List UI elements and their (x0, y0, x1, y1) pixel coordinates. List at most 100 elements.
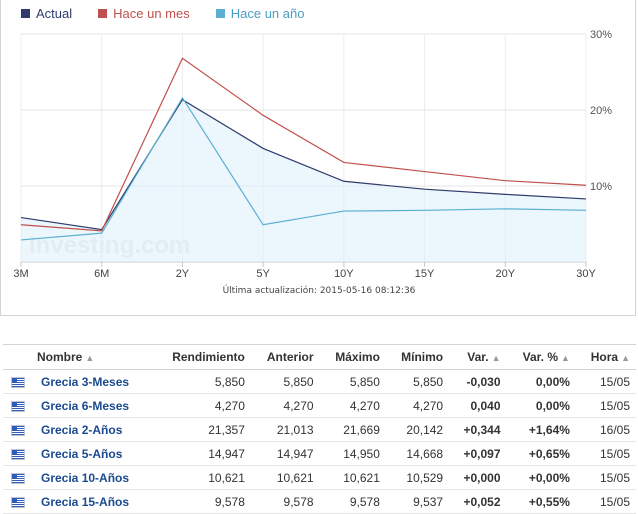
cell-change: 0,040 (449, 393, 507, 418)
bond-name-link[interactable]: Grecia 2-Años (37, 417, 152, 442)
cell-change: +0,097 (449, 441, 507, 466)
cell-low: 10,529 (385, 465, 450, 490)
cell-change-pct: +0,00% (506, 465, 576, 490)
cell-low: 5,850 (385, 369, 450, 394)
x-tick-label: 20Y (495, 268, 515, 280)
sort-icon: ▲︎ (621, 353, 630, 363)
flag-cell (3, 489, 37, 514)
series-line-0 (20, 98, 587, 231)
cell-yield: 5,850 (151, 369, 251, 394)
sort-icon: ▲︎ (491, 353, 501, 363)
cell-time: 15/05 (575, 393, 636, 418)
cell-yield: 21,357 (151, 417, 251, 442)
cell-low: 4,270 (385, 393, 450, 418)
header-var[interactable]: Var. ▲︎ (449, 344, 507, 370)
sort-icon: ▲︎ (85, 353, 95, 363)
y-tick-label: 30% (590, 29, 612, 41)
cell-time: 15/05 (575, 369, 636, 394)
header-rendimiento[interactable]: Rendimiento (151, 344, 251, 370)
header-anterior[interactable]: Anterior (250, 344, 320, 370)
cell-change-pct: +0,55% (506, 489, 576, 514)
legend-item-month-ago[interactable]: Hace un mes (98, 6, 190, 21)
cell-prev: 9,578 (250, 489, 320, 514)
flag-cell (3, 393, 37, 418)
flag-cell (3, 441, 37, 466)
series-line-1 (20, 57, 587, 232)
greece-flag-icon (11, 448, 25, 460)
y-tick-label: 10% (590, 181, 612, 193)
sort-icon: ▲︎ (561, 353, 570, 363)
cell-low: 9,537 (385, 489, 450, 514)
cell-yield: 4,270 (151, 393, 251, 418)
cell-high: 14,950 (319, 441, 386, 466)
header-maximo[interactable]: Máximo (319, 344, 386, 370)
legend-swatch-year-ago (215, 9, 225, 18)
bond-name-link[interactable]: Grecia 6-Meses (37, 393, 152, 418)
table-row[interactable]: Grecia 15-Años 9,578 9,578 9,578 9,537 +0,052… (3, 489, 636, 514)
cell-time: 15/05 (575, 465, 636, 490)
table-row[interactable]: Grecia 3-Meses 5,850 5,850 5,850 5,850 -0,030… (3, 369, 636, 394)
cell-low: 14,668 (385, 441, 450, 466)
x-tick-label: 2Y (176, 268, 190, 280)
bond-name-link[interactable]: Grecia 15-Años (37, 489, 152, 514)
cell-high: 9,578 (319, 489, 386, 514)
greece-flag-icon (11, 496, 25, 508)
cell-change-pct: 0,00% (506, 369, 576, 394)
series-line-2 (20, 96, 587, 241)
greece-flag-icon (11, 376, 25, 388)
flag-cell (3, 465, 37, 490)
header-flag (3, 344, 37, 370)
table-row[interactable]: Grecia 5-Años 14,947 14,947 14,950 14,668 +0,… (3, 441, 636, 466)
flag-cell (3, 417, 37, 442)
header-nombre[interactable]: Nombre ▲︎ (37, 344, 152, 370)
cell-yield: 10,621 (151, 465, 251, 490)
greece-flag-icon (11, 472, 25, 484)
header-hora[interactable]: Hora ▲︎ (575, 344, 636, 370)
cell-change: +0,344 (449, 417, 507, 442)
legend-swatch-actual (21, 9, 30, 18)
cell-prev: 4,270 (250, 393, 320, 418)
cell-prev: 5,850 (250, 369, 320, 394)
cell-change: -0,030 (449, 369, 507, 394)
cell-prev: 14,947 (250, 441, 320, 466)
bond-name-link[interactable]: Grecia 5-Años (37, 441, 152, 466)
cell-time: 15/05 (575, 489, 636, 514)
cell-change-pct: +1,64% (506, 417, 576, 442)
cell-high: 10,621 (319, 465, 386, 490)
legend-item-actual[interactable]: Actual (21, 6, 72, 21)
series-area-0 (21, 99, 586, 262)
bond-name-link[interactable]: Grecia 10-Años (37, 465, 152, 490)
greece-flag-icon (11, 400, 25, 412)
greece-flag-icon (11, 424, 25, 436)
legend-label-actual: Actual (36, 6, 73, 21)
chart-legend: Actual Hace un mes Hace un año (21, 6, 330, 21)
cell-high: 5,850 (319, 369, 386, 394)
table-row[interactable]: Grecia 2-Años 21,357 21,013 21,669 20,142 +0,… (3, 417, 636, 442)
legend-item-year-ago[interactable]: Hace un año (215, 6, 305, 21)
last-updated-text: Última actualización: 2015-05-16 08:12:3… (222, 286, 416, 296)
x-tick-label: 5Y (256, 268, 270, 280)
yield-curve-chart: 10%20%30%3M6M2Y5Y10Y15Y20Y30YInvesting.c… (13, 29, 612, 280)
cell-change-pct: 0,00% (506, 393, 576, 418)
x-tick-label: 30Y (576, 268, 596, 280)
legend-swatch-month-ago (98, 9, 108, 18)
header-var-pct[interactable]: Var. % ▲︎ (506, 344, 576, 370)
cell-high: 4,270 (319, 393, 386, 418)
cell-change-pct: +0,65% (506, 441, 576, 466)
header-minimo[interactable]: Mínimo (385, 344, 450, 370)
table-row[interactable]: Grecia 6-Meses 4,270 4,270 4,270 4,270 0,040 0… (3, 393, 636, 418)
flag-cell (3, 369, 37, 394)
cell-time: 15/05 (575, 441, 636, 466)
x-tick-label: 3M (13, 268, 28, 280)
cell-low: 20,142 (385, 417, 450, 442)
cell-change: +0,000 (449, 465, 507, 490)
bond-name-link[interactable]: Grecia 3-Meses (37, 369, 152, 394)
legend-label-year-ago: Hace un año (230, 6, 305, 21)
table-body: Grecia 3-Meses 5,850 5,850 5,850 5,850 -0,030… (3, 369, 636, 514)
cell-time: 16/05 (575, 417, 636, 442)
cell-prev: 21,013 (250, 417, 320, 442)
x-tick-label: 10Y (334, 268, 354, 280)
cell-yield: 9,578 (151, 489, 251, 514)
table-row[interactable]: Grecia 10-Años 10,621 10,621 10,621 10,529 +0… (3, 465, 636, 490)
chart-panel: 10%20%30%3M6M2Y5Y10Y15Y20Y30YInvesting.c… (0, 0, 636, 316)
